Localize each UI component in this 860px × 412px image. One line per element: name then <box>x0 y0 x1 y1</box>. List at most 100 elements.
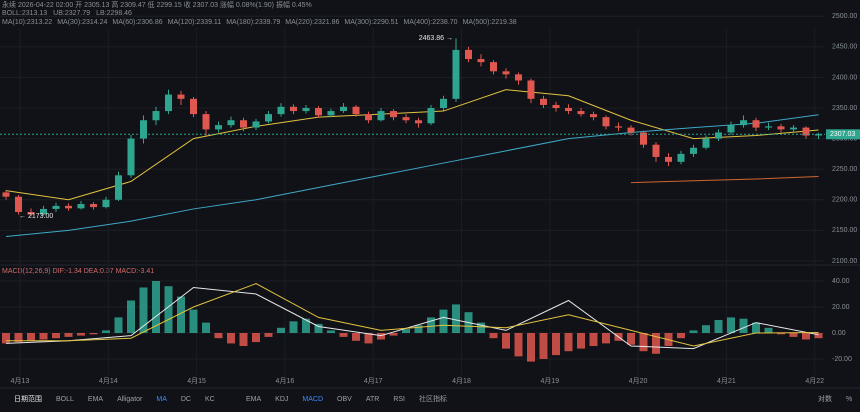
macd-bar <box>327 330 335 333</box>
macd-bar <box>727 317 735 333</box>
macd-bar <box>139 287 148 333</box>
toolbar-button[interactable]: BOLL <box>56 396 74 403</box>
candle-body <box>227 120 235 126</box>
toolbar-button[interactable]: EMA <box>246 396 262 403</box>
macd-tick-label: 0.00 <box>832 330 846 337</box>
x-tick-label: 4月21 <box>717 377 736 385</box>
macd-bar <box>764 327 773 333</box>
macd-bar <box>427 317 435 333</box>
candle-body <box>640 132 647 145</box>
candle-body <box>615 126 622 128</box>
ma-legend: MA(120):2339.11 <box>168 19 222 26</box>
candle-body <box>427 108 435 124</box>
candle-body <box>215 125 222 130</box>
candle-body <box>440 98 447 108</box>
toolbar-button[interactable]: Alligator <box>117 396 143 403</box>
candle-body <box>52 205 60 209</box>
x-tick-label: 4月19 <box>540 377 559 385</box>
macd-bar <box>814 333 823 339</box>
macd-bar <box>239 333 248 346</box>
macd-line <box>5 286 819 350</box>
toolbar-button[interactable]: % <box>846 396 852 403</box>
candle-body <box>415 120 422 124</box>
toolbar-button[interactable]: 对数 <box>818 394 832 403</box>
candle-body <box>677 153 685 162</box>
last-price-box <box>826 129 860 140</box>
macd-bar <box>677 333 685 339</box>
candle-body <box>515 74 522 81</box>
ma-legend: MA(180):2339.79 <box>226 19 280 26</box>
toolbar-button[interactable]: KDJ <box>275 396 288 403</box>
candle-body <box>802 127 810 136</box>
macd-bar <box>227 333 235 344</box>
candle-body <box>77 204 85 209</box>
macd-bar <box>277 327 285 333</box>
macd-bar <box>289 321 298 333</box>
macd-bar <box>377 333 385 340</box>
candle-body <box>365 114 372 121</box>
y-tick-label: 2350.00 <box>832 105 857 112</box>
toolbar-button[interactable]: EMA <box>88 396 104 403</box>
candle-body <box>15 196 22 212</box>
y-tick-label: 2200.00 <box>832 197 857 204</box>
macd-bar <box>589 333 598 346</box>
candle-body <box>127 138 135 176</box>
macd-bar <box>2 333 10 344</box>
candle-body <box>565 108 572 112</box>
candle-body <box>540 98 547 105</box>
candle-body <box>90 204 97 208</box>
macd-bar <box>27 333 35 341</box>
candle-body <box>652 144 660 157</box>
macd-bar <box>527 333 535 362</box>
x-tick-label: 4月16 <box>276 377 295 385</box>
candle-body <box>377 111 385 121</box>
toolbar-button[interactable]: MACD <box>302 396 323 403</box>
candle-body <box>715 132 722 139</box>
candle-body <box>290 106 297 112</box>
toolbar-button[interactable]: RSI <box>393 396 405 403</box>
macd-bar <box>102 330 110 333</box>
candle-body <box>277 106 285 115</box>
macd-bar <box>627 333 635 345</box>
x-tick-label: 4月17 <box>364 377 383 385</box>
candle-body <box>815 134 822 136</box>
macd-bar <box>777 333 785 335</box>
candle-body <box>27 212 35 215</box>
macd-bar <box>652 333 660 354</box>
macd-bar <box>564 333 573 352</box>
ma-legend: MA(30):2314.24 <box>57 19 107 26</box>
toolbar-button[interactable]: 日期范围 <box>14 394 42 403</box>
ma-line <box>5 89 819 201</box>
macd-bar <box>152 281 160 333</box>
toolbar-button[interactable]: DC <box>181 396 191 403</box>
toolbar-button[interactable]: KC <box>205 396 215 403</box>
x-tick-label: 4月18 <box>452 377 471 385</box>
x-tick-label: 4月14 <box>99 377 118 385</box>
macd-bar <box>702 325 710 333</box>
candle-body <box>152 111 160 121</box>
toolbar-button[interactable]: ATR <box>366 396 379 403</box>
macd-bar <box>739 318 748 333</box>
candle-body <box>752 120 760 128</box>
candle-body <box>465 49 472 60</box>
candle-body <box>790 127 797 130</box>
macd-bar <box>202 322 210 333</box>
candle-body <box>777 126 785 130</box>
boll-legend: UB:2327.79 <box>53 10 90 17</box>
x-tick-label: 4月15 <box>187 377 206 385</box>
ma-line <box>5 114 819 237</box>
ma-legend: MA(60):2306.86 <box>112 19 162 26</box>
toolbar-button[interactable]: OBV <box>337 396 352 403</box>
ma-legend: MA(10):2313.22 <box>2 19 52 26</box>
candle-body <box>402 117 410 121</box>
toolbar-button[interactable]: MA <box>156 396 167 403</box>
macd-bar <box>39 333 48 340</box>
toolbar-button[interactable]: 社区指标 <box>419 394 447 403</box>
candle-body <box>627 127 635 133</box>
macd-tick-label: 20.00 <box>832 304 850 311</box>
candle-body <box>477 59 485 63</box>
candle-body <box>302 108 310 112</box>
candle-body <box>352 106 360 115</box>
macd-bar <box>477 322 485 333</box>
